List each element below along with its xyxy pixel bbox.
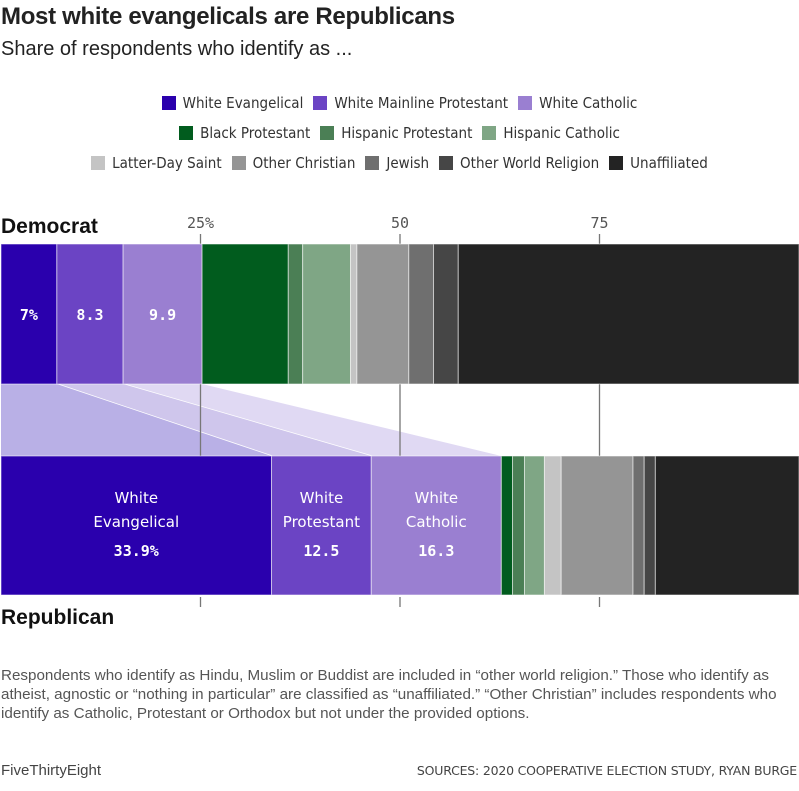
republican-name-label: White <box>414 489 458 507</box>
legend-row: White Evangelical White Mainline Protesta… <box>0 88 799 118</box>
republican-segment <box>523 455 545 596</box>
legend-swatch <box>439 156 454 170</box>
legend-swatch <box>518 96 533 110</box>
legend-swatch <box>482 126 497 140</box>
republican-value-label: 33.9% <box>114 542 159 560</box>
democrat-value-label: 9.9 <box>149 306 176 324</box>
legend-item: Other World Religion <box>439 148 599 178</box>
legend-item: White Mainline Protestant <box>313 88 508 118</box>
democrat-segment <box>350 243 358 385</box>
republican-name-label: White <box>114 489 158 507</box>
brand-logo: FiveThirtyEight <box>1 762 102 779</box>
democrat-segment <box>287 243 304 385</box>
legend-swatch <box>365 156 380 170</box>
tick-label: 25% <box>187 214 214 232</box>
democrat-segment <box>408 243 435 385</box>
republican-name-label: Evangelical <box>93 513 179 531</box>
legend-swatch <box>179 126 194 140</box>
legend-swatch <box>609 156 624 170</box>
republican-value-label: 12.5 <box>303 542 339 560</box>
legend-item: Other Christian <box>231 148 356 178</box>
republican-segment <box>370 455 502 596</box>
legend: White Evangelical White Mainline Protesta… <box>0 88 799 178</box>
republican-segment <box>632 455 645 596</box>
republican-segment <box>0 455 273 596</box>
footnote: Respondents who identify as Hindu, Musli… <box>1 667 777 722</box>
chart-title: Most white evangelicals are Republicans <box>1 3 455 30</box>
legend-label: Other Christian <box>252 154 356 172</box>
connector-band <box>1 384 272 456</box>
legend-label: Other World Religion <box>460 154 600 172</box>
legend-label: Unaffiliated <box>630 154 708 172</box>
democrat-segment <box>201 243 289 385</box>
democrat-segment <box>356 243 410 385</box>
legend-label: Latter-Day Saint <box>112 154 222 172</box>
democrat-segment <box>457 243 799 385</box>
republican-segment <box>500 455 514 596</box>
tick-label: 75 <box>590 214 608 232</box>
republican-segment <box>543 455 562 596</box>
republican-label: Republican <box>1 606 115 629</box>
legend-item: Hispanic Catholic <box>482 118 620 148</box>
legend-label: Hispanic Catholic <box>503 124 620 142</box>
republican-segment <box>512 455 525 596</box>
democrat-segment <box>433 243 459 385</box>
legend-swatch <box>320 126 335 140</box>
chart-subtitle: Share of respondents who identify as ... <box>1 38 353 60</box>
legend-label: Black Protestant <box>200 124 311 142</box>
republican-value-label: 16.3 <box>418 542 454 560</box>
legend-item: White Evangelical <box>161 88 304 118</box>
legend-label: White Catholic <box>539 94 638 112</box>
democrat-value-label: 7% <box>20 306 38 324</box>
democrat-segment <box>122 243 203 385</box>
tick-label: 50 <box>391 214 409 232</box>
legend-item: Black Protestant <box>179 118 310 148</box>
legend-item: Jewish <box>365 148 429 178</box>
legend-label: Jewish <box>386 154 430 172</box>
republican-name-label: Catholic <box>406 513 467 531</box>
legend-label: White Evangelical <box>182 94 304 112</box>
legend-label: White Mainline Protestant <box>334 94 509 112</box>
republican-segment <box>271 455 372 596</box>
republican-segment <box>654 455 799 596</box>
legend-row: Black Protestant Hispanic Protestant Hispa… <box>0 118 799 148</box>
republican-name-label: Protestant <box>283 513 360 531</box>
republican-segment <box>643 455 656 596</box>
legend-swatch <box>313 96 328 110</box>
legend-item: White Catholic <box>518 88 637 118</box>
source-credit: SOURCES: 2020 COOPERATIVE ELECTION STUDY… <box>416 763 797 778</box>
legend-swatch <box>91 156 106 170</box>
republican-name-label: White <box>300 489 344 507</box>
legend-row: Latter-Day Saint Other Christian Jewish Oth… <box>0 148 799 178</box>
legend-swatch <box>161 96 176 110</box>
democrat-value-label: 8.3 <box>76 306 103 324</box>
democrat-label: Democrat <box>1 215 98 238</box>
democrat-segment <box>302 243 352 385</box>
legend-swatch <box>231 156 246 170</box>
legend-label: Hispanic Protestant <box>341 124 473 142</box>
legend-item: Hispanic Protestant <box>320 118 472 148</box>
legend-item: Unaffiliated <box>609 148 708 178</box>
legend-item: Latter-Day Saint <box>91 148 222 178</box>
republican-segment <box>560 455 634 596</box>
